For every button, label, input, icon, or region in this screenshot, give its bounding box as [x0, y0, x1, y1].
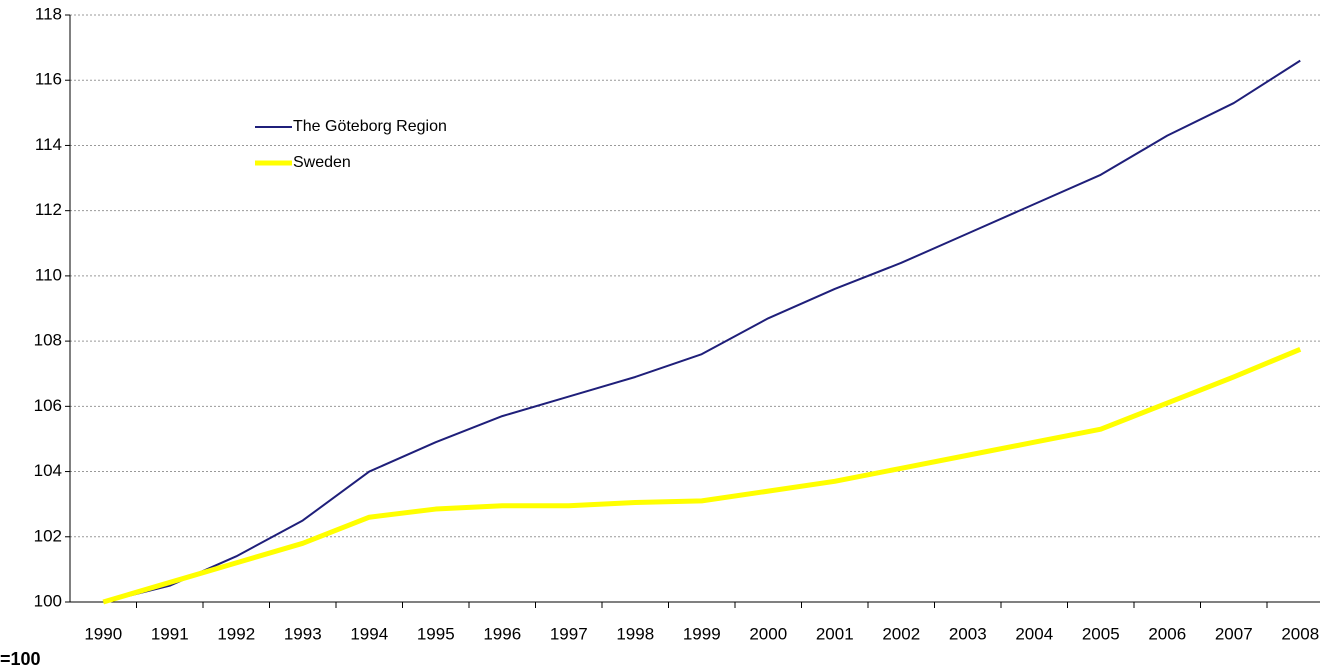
- x-tick-label: 1998: [616, 624, 654, 643]
- series-line: [103, 59, 1301, 603]
- x-tick-label: 2004: [1015, 624, 1053, 643]
- x-tick-label: 1994: [350, 624, 388, 643]
- y-tick-label: 102: [34, 526, 62, 545]
- y-tick-label: 106: [34, 396, 62, 415]
- x-tick-label: 1995: [417, 624, 455, 643]
- y-tick-label: 108: [34, 331, 62, 350]
- y-tick-label: 116: [35, 70, 62, 89]
- x-tick-label: 2007: [1215, 624, 1253, 643]
- x-tick-label: 2003: [949, 624, 987, 643]
- x-tick-label: 1996: [483, 624, 521, 643]
- y-tick-label: 100: [34, 591, 62, 610]
- x-tick-label: 1990: [84, 624, 122, 643]
- x-tick-label: 2002: [882, 624, 920, 643]
- series-line: [102, 346, 1302, 605]
- y-tick-label: 110: [35, 265, 62, 284]
- legend-label: Sweden: [293, 154, 351, 171]
- x-tick-label: 2001: [816, 624, 854, 643]
- legend-label: The Göteborg Region: [293, 118, 447, 135]
- y-tick-label: 112: [35, 200, 62, 219]
- y-tick-label: 118: [35, 4, 62, 23]
- x-tick-label: 2006: [1148, 624, 1186, 643]
- x-tick-label: 2008: [1281, 624, 1319, 643]
- x-tick-label: 2005: [1082, 624, 1120, 643]
- y-tick-label: 104: [34, 461, 62, 480]
- x-tick-label: 1991: [151, 624, 189, 643]
- x-tick-label: 1997: [550, 624, 588, 643]
- x-tick-label: 1992: [217, 624, 255, 643]
- x-tick-label: 1999: [683, 624, 721, 643]
- note: =100: [0, 649, 41, 669]
- x-tick-label: 1993: [284, 624, 322, 643]
- y-tick-label: 114: [35, 135, 62, 154]
- x-tick-label: 2000: [749, 624, 787, 643]
